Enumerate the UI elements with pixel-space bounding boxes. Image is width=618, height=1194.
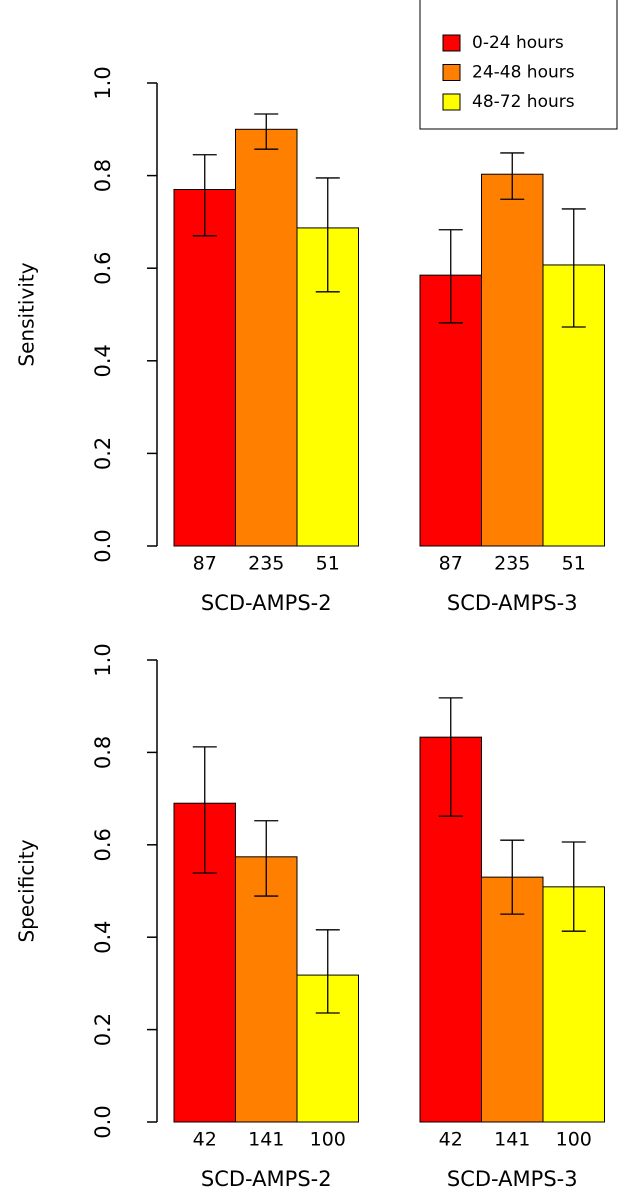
x-group-label: SCD-AMPS-2 bbox=[201, 591, 332, 615]
y-tick-label: 0.6 bbox=[91, 828, 115, 861]
y-tick-label: 1.0 bbox=[91, 66, 115, 99]
bar bbox=[235, 128, 298, 547]
count-label: 235 bbox=[248, 553, 284, 575]
count-label: 235 bbox=[494, 553, 530, 575]
count-label: 42 bbox=[439, 1129, 463, 1151]
y-tick-label: 1.0 bbox=[91, 643, 115, 676]
count-label: 141 bbox=[494, 1129, 530, 1151]
count-label: 51 bbox=[562, 553, 586, 575]
count-label: 100 bbox=[556, 1129, 592, 1151]
y-tick-label: 0.0 bbox=[91, 1105, 115, 1138]
legend-label: 48-72 hours bbox=[472, 92, 575, 112]
count-label: 141 bbox=[248, 1129, 284, 1151]
count-label: 51 bbox=[316, 553, 340, 575]
x-group-label: SCD-AMPS-3 bbox=[447, 1167, 578, 1191]
y-axis-label: Specificity bbox=[15, 839, 39, 942]
bar bbox=[481, 876, 544, 1123]
count-label: 87 bbox=[193, 553, 217, 575]
y-tick-label: 0.8 bbox=[91, 736, 115, 769]
legend-label: 24-48 hours bbox=[472, 63, 575, 83]
legend-label: 0-24 hours bbox=[472, 33, 564, 53]
count-label: 87 bbox=[439, 553, 463, 575]
count-label: 100 bbox=[310, 1129, 346, 1151]
legend-swatch bbox=[442, 34, 461, 52]
bar bbox=[481, 173, 544, 547]
y-tick-label: 0.4 bbox=[91, 344, 115, 377]
legend-swatch bbox=[442, 64, 461, 81]
y-tick-label: 0.2 bbox=[91, 1013, 115, 1046]
x-group-label: SCD-AMPS-3 bbox=[447, 591, 578, 615]
y-tick-label: 0.6 bbox=[91, 251, 115, 284]
legend-swatch bbox=[442, 93, 461, 111]
count-label: 42 bbox=[193, 1129, 217, 1151]
bar bbox=[173, 188, 236, 547]
y-tick-label: 0.0 bbox=[91, 529, 115, 562]
y-tick-label: 0.2 bbox=[91, 437, 115, 470]
y-tick-label: 0.8 bbox=[91, 159, 115, 192]
y-axis-label: Sensitivity bbox=[15, 262, 39, 366]
y-tick-label: 0.4 bbox=[91, 920, 115, 953]
x-group-label: SCD-AMPS-2 bbox=[201, 1167, 332, 1191]
